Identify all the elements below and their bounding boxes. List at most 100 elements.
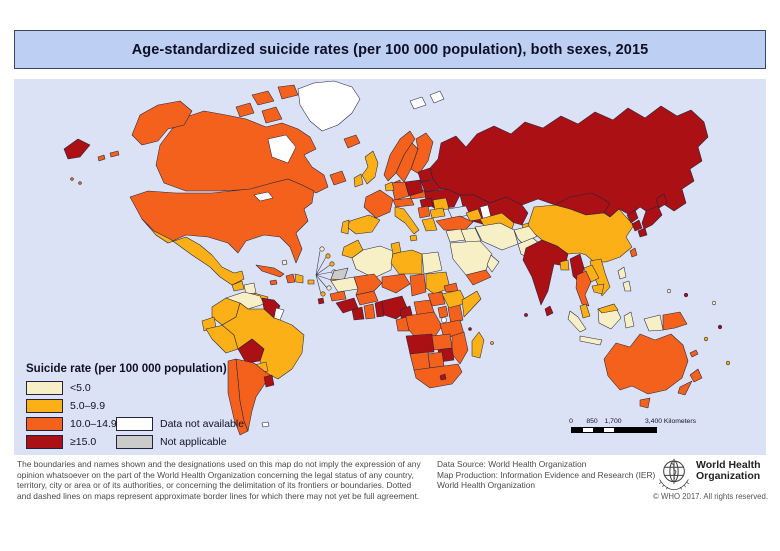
region-svalbard <box>409 96 427 110</box>
region-haiti <box>285 273 296 284</box>
scale-tick: 3,400 Kilometers <box>645 418 697 425</box>
region-russia-chukotka <box>63 138 91 160</box>
region-poland <box>404 179 424 197</box>
region-lesser-antilles <box>320 291 326 297</box>
region-turkey <box>435 215 474 231</box>
legend-item-label: Data not available <box>160 418 245 430</box>
region-yemen <box>465 269 492 286</box>
region-iceland <box>343 134 361 149</box>
region-libya <box>390 249 423 275</box>
region-senegal <box>329 290 347 302</box>
region-indonesia-java <box>579 335 603 346</box>
region-somalia <box>461 290 482 318</box>
region-zambia <box>431 333 453 351</box>
region-pacific-island <box>683 292 689 298</box>
scale-segment <box>593 428 604 432</box>
region-benelux <box>384 181 395 192</box>
region-south-africa <box>413 363 463 389</box>
legend-title: Suicide rate (per 100 000 population) <box>26 363 227 375</box>
region-malaysia <box>579 303 591 319</box>
region-fiji <box>725 360 731 366</box>
region-thailand <box>575 270 592 307</box>
region-mexico <box>141 218 245 286</box>
region-iraq <box>460 227 482 246</box>
region-jamaica <box>269 279 278 286</box>
region-togo-benin <box>374 300 385 318</box>
region-philippines <box>617 266 627 280</box>
legend-item-label: ≥15.0 <box>70 436 97 448</box>
region-north-korea <box>626 209 639 224</box>
region-new-zealand <box>677 380 693 396</box>
leader-line <box>315 256 327 276</box>
region-lesser-antilles <box>326 285 332 291</box>
region-bangladesh <box>559 259 570 271</box>
map-title-banner: Age-standardized suicide rates (per 100 … <box>14 30 766 69</box>
scale-bar-graphic <box>571 427 657 433</box>
region-south-sudan <box>427 291 446 307</box>
scale-segment <box>572 428 583 432</box>
region-oman <box>486 254 500 273</box>
lake-victoria <box>441 317 447 323</box>
region-niger <box>381 273 411 294</box>
region-mauritius <box>490 341 494 345</box>
region-greece <box>421 217 438 232</box>
legend-swatch <box>116 435 153 449</box>
region-greenland <box>297 80 361 132</box>
scale-bar: 0 850 1,700 3,400 Kilometers <box>569 418 761 434</box>
region-hungary <box>419 197 434 209</box>
legend-item-label: Not applicable <box>160 436 227 448</box>
region-papua-new-guinea <box>662 311 688 331</box>
region-pacific-island <box>666 288 672 294</box>
region-newfoundland <box>329 170 347 186</box>
map-production-line: Map Production: Information Evidence and… <box>437 469 656 480</box>
region-italy <box>394 206 420 235</box>
data-source-block: Data Source: World Health Organization M… <box>437 459 657 491</box>
region-chad <box>409 273 427 297</box>
region-lesotho <box>439 373 447 381</box>
region-south-korea <box>631 219 643 232</box>
legend-swatch <box>116 417 153 431</box>
region-canada-arctic <box>261 106 283 124</box>
region-egypt <box>421 251 443 275</box>
scale-tick: 1,700 <box>604 418 622 425</box>
region-kenya <box>447 304 464 325</box>
who-logo-icon <box>658 458 690 491</box>
region-botswana <box>427 351 445 369</box>
region-canada-arctic <box>277 84 299 100</box>
legend-item-label: 10.0–14.9 <box>70 418 117 430</box>
scale-segment <box>603 428 614 432</box>
leader-line <box>315 274 328 289</box>
region-australia <box>603 333 689 395</box>
legend: Suicide rate (per 100 000 population) <5… <box>26 363 326 449</box>
region-sudan <box>425 271 451 295</box>
region-philippines <box>622 280 632 292</box>
region-guatemala <box>231 280 245 292</box>
legend-swatch <box>26 381 63 395</box>
region-hawaii <box>70 177 74 181</box>
region-france <box>363 189 394 219</box>
world-map <box>14 79 766 455</box>
leader-line <box>315 271 333 276</box>
region-taiwan <box>629 247 638 258</box>
region-comoros <box>468 327 472 331</box>
region-alaska <box>131 100 193 146</box>
region-new-zealand <box>689 368 703 383</box>
who-name-line2: Organization <box>696 470 761 482</box>
region-sicily <box>409 234 418 242</box>
region-japan <box>641 205 663 230</box>
region-dominican-republic <box>294 273 304 284</box>
scale-segment <box>582 428 593 432</box>
region-usa <box>129 178 315 264</box>
region-sri-lanka <box>544 305 554 317</box>
scale-tick: 850 <box>586 418 598 425</box>
region-uruguay <box>263 374 275 388</box>
hudson-bay <box>267 134 297 164</box>
map-area: Suicide rate (per 100 000 population) <5… <box>14 79 766 455</box>
region-united-kingdom <box>361 150 379 185</box>
region-new-caledonia <box>689 349 699 358</box>
legend-swatch <box>26 435 63 449</box>
region-aleutians <box>97 154 106 162</box>
region-tasmania <box>639 397 651 409</box>
region-japan <box>637 227 648 238</box>
